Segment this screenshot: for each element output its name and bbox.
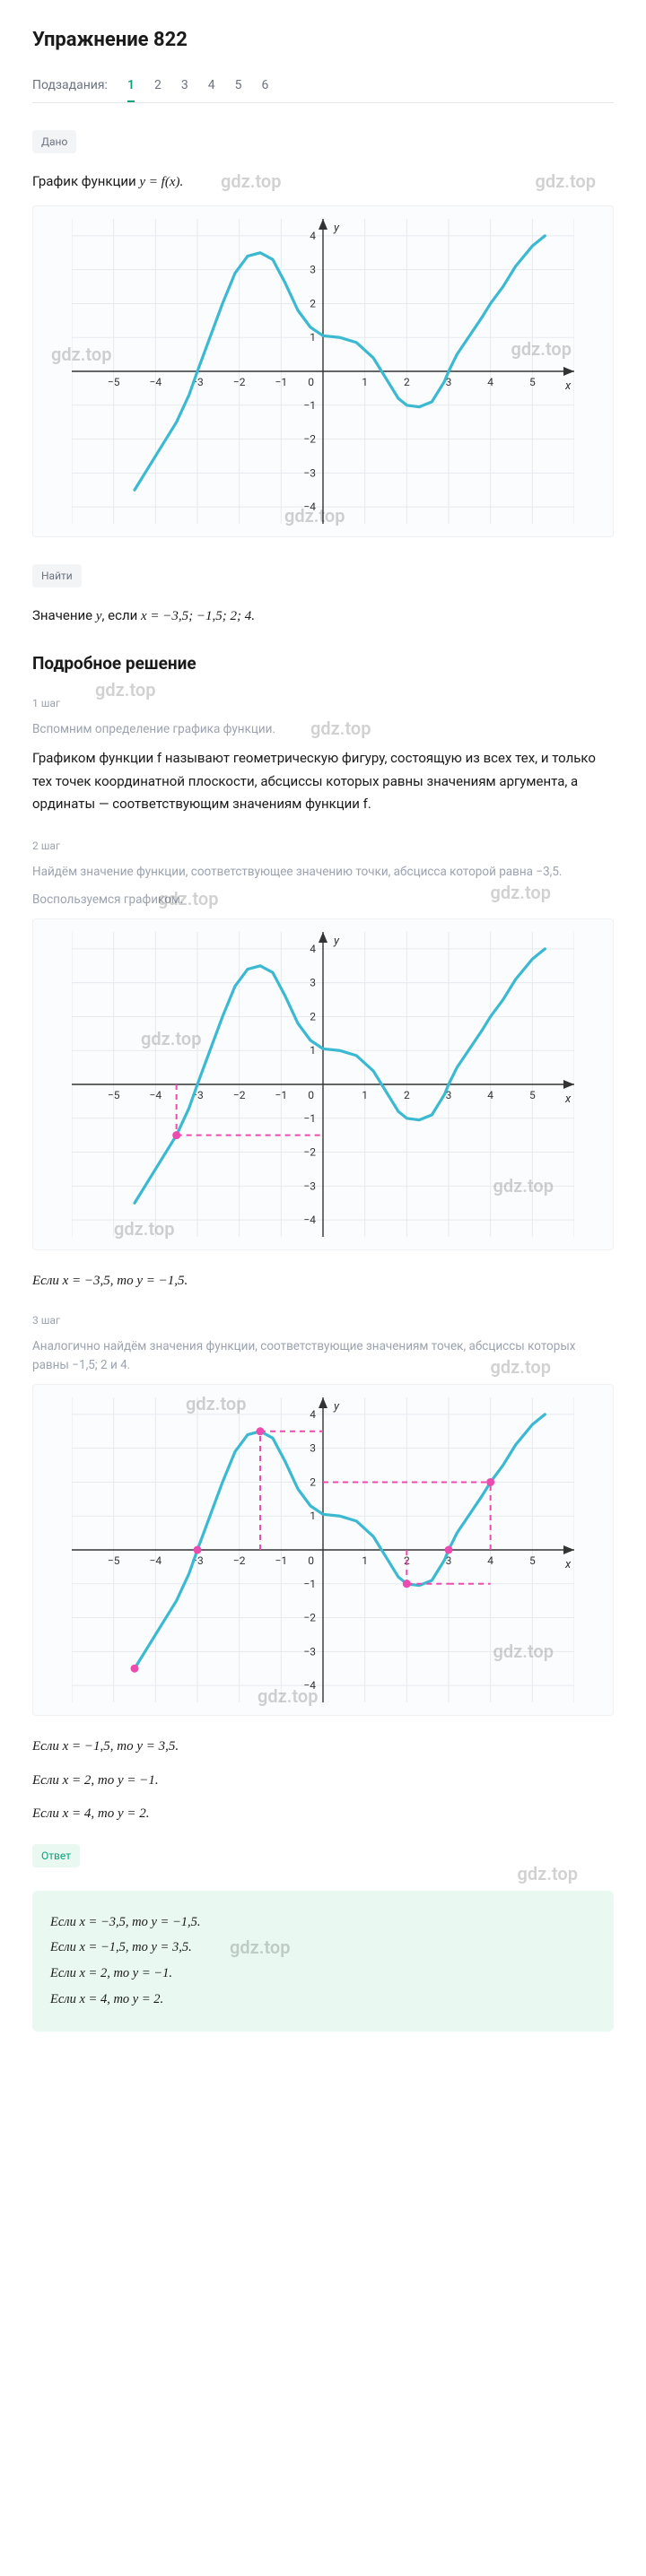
- svg-text:−1: −1: [275, 376, 288, 388]
- svg-text:4: 4: [487, 1554, 493, 1567]
- svg-text:2: 2: [310, 1010, 316, 1023]
- svg-text:−2: −2: [233, 376, 246, 388]
- svg-text:1: 1: [310, 331, 316, 344]
- answer-line: Если x = −1,5, то y = 3,5.: [50, 1940, 192, 1954]
- solution-title: Подробное решение: [32, 651, 614, 677]
- page-title: Упражнение 822: [32, 25, 614, 55]
- svg-text:y: y: [333, 935, 340, 948]
- svg-text:−5: −5: [108, 1554, 120, 1567]
- svg-text:−4: −4: [150, 1554, 162, 1567]
- step3-intro: Аналогично найдём значения функции, соот…: [32, 1337, 614, 1375]
- step2-l1: Найдём значение функции, соответствующее…: [32, 863, 614, 882]
- svg-text:y: y: [333, 1400, 340, 1414]
- step1-body: Графиком функции f называют геометрическ…: [32, 747, 614, 816]
- svg-text:3: 3: [310, 1442, 316, 1455]
- answer-line: Если x = 4, то y = 2.: [50, 1992, 163, 2006]
- step2-result: Если x = −3,5, то y = −1,5.: [32, 1270, 614, 1292]
- svg-text:−3: −3: [303, 1179, 316, 1192]
- watermark: gdz.top: [518, 1860, 578, 1887]
- step3-r2: Если x = 2, то y = −1.: [32, 1773, 159, 1788]
- svg-text:x: x: [564, 1092, 572, 1106]
- svg-text:2: 2: [404, 376, 410, 388]
- svg-text:−3: −3: [303, 1645, 316, 1658]
- watermark: gdz.top: [95, 676, 155, 703]
- svg-text:1: 1: [310, 1510, 316, 1522]
- subtasks-label: Подзадания:: [32, 76, 108, 95]
- svg-text:x: x: [564, 1558, 572, 1571]
- answer-line: Если x = −3,5, то y = −1,5.: [50, 1915, 200, 1929]
- given-block: График функции y = f(x). gdz.top gdz.top: [32, 171, 614, 193]
- svg-text:−2: −2: [233, 1089, 246, 1101]
- step3-r1: Если x = −1,5, то y = 3,5.: [32, 1739, 179, 1754]
- svg-text:4: 4: [310, 1408, 316, 1421]
- svg-text:1: 1: [310, 1044, 316, 1057]
- tab-6[interactable]: 6: [261, 71, 268, 100]
- svg-text:5: 5: [529, 1554, 536, 1567]
- svg-text:1: 1: [362, 1089, 368, 1101]
- chart-step3: −5−4−3−2−112345−4−3−2−112340xy gdz.top g…: [32, 1384, 614, 1716]
- step1-badge: 1 шаг: [32, 695, 60, 711]
- given-badge: Дано: [32, 130, 76, 153]
- answer-badge: Ответ: [32, 1844, 80, 1867]
- svg-text:1: 1: [362, 376, 368, 388]
- svg-text:−4: −4: [150, 1089, 162, 1101]
- svg-text:−3: −3: [303, 466, 316, 479]
- svg-text:x: x: [564, 379, 572, 393]
- svg-text:−2: −2: [233, 1554, 246, 1567]
- step1-intro: Вспомним определение графика функции.: [32, 720, 614, 739]
- svg-text:4: 4: [310, 943, 316, 955]
- svg-text:−1: −1: [275, 1089, 288, 1101]
- given-text: График функции: [32, 173, 139, 189]
- find-badge: Найти: [32, 564, 82, 587]
- svg-text:2: 2: [310, 1476, 316, 1489]
- svg-text:−4: −4: [303, 1679, 316, 1692]
- function-graph: −5−4−3−2−112345−4−3−2−112340xy: [72, 1397, 574, 1702]
- tab-5[interactable]: 5: [235, 71, 242, 100]
- svg-text:−1: −1: [275, 1554, 288, 1567]
- tab-4[interactable]: 4: [208, 71, 215, 100]
- svg-text:−5: −5: [108, 376, 120, 388]
- svg-text:−5: −5: [108, 1089, 120, 1101]
- svg-text:−4: −4: [303, 500, 316, 513]
- svg-text:−4: −4: [303, 1214, 316, 1226]
- svg-text:5: 5: [529, 1089, 536, 1101]
- svg-text:4: 4: [310, 229, 316, 241]
- chart-step2: −5−4−3−2−112345−4−3−2−112340xy gdz.top g…: [32, 918, 614, 1250]
- step3-badge: 3 шаг: [32, 1312, 60, 1328]
- step3-r3: Если x = 4, то y = 2.: [32, 1806, 150, 1821]
- svg-text:−1: −1: [303, 1112, 316, 1125]
- answer-line: Если x = 2, то y = −1.: [50, 1966, 172, 1980]
- svg-text:0: 0: [308, 1089, 314, 1101]
- svg-text:2: 2: [404, 1089, 410, 1101]
- step2-l2: Воспользуемся графиком.: [32, 891, 614, 909]
- tab-1[interactable]: 1: [127, 71, 135, 102]
- tab-3[interactable]: 3: [181, 71, 188, 100]
- svg-text:1: 1: [362, 1554, 368, 1567]
- chart-given: −5−4−3−2−112345−4−3−2−112340xy gdz.top g…: [32, 205, 614, 537]
- svg-text:0: 0: [308, 376, 314, 388]
- svg-text:4: 4: [487, 1089, 493, 1101]
- svg-text:0: 0: [308, 1554, 314, 1567]
- tab-2[interactable]: 2: [154, 71, 162, 100]
- svg-text:3: 3: [310, 976, 316, 988]
- function-graph: −5−4−3−2−112345−4−3−2−112340xy: [72, 219, 574, 524]
- given-formula: y = f(x).: [139, 175, 183, 189]
- svg-text:3: 3: [310, 263, 316, 275]
- svg-text:−1: −1: [303, 1578, 316, 1590]
- svg-text:−2: −2: [303, 432, 316, 445]
- svg-text:2: 2: [310, 297, 316, 309]
- svg-text:−2: −2: [303, 1145, 316, 1158]
- svg-text:−4: −4: [150, 376, 162, 388]
- step2-badge: 2 шаг: [32, 838, 60, 854]
- svg-text:−1: −1: [303, 398, 316, 411]
- svg-text:4: 4: [487, 376, 493, 388]
- svg-text:−2: −2: [303, 1612, 316, 1624]
- answer-box: Если x = −3,5, то y = −1,5. Если x = −1,…: [32, 1891, 614, 2032]
- svg-text:5: 5: [529, 376, 536, 388]
- subtasks-nav: Подзадания: 1 2 3 4 5 6: [32, 71, 614, 103]
- function-graph: −5−4−3−2−112345−4−3−2−112340xy: [72, 932, 574, 1237]
- svg-text:y: y: [333, 222, 340, 235]
- find-text: Значение y, если x = −3,5; −1,5; 2; 4.: [32, 605, 614, 627]
